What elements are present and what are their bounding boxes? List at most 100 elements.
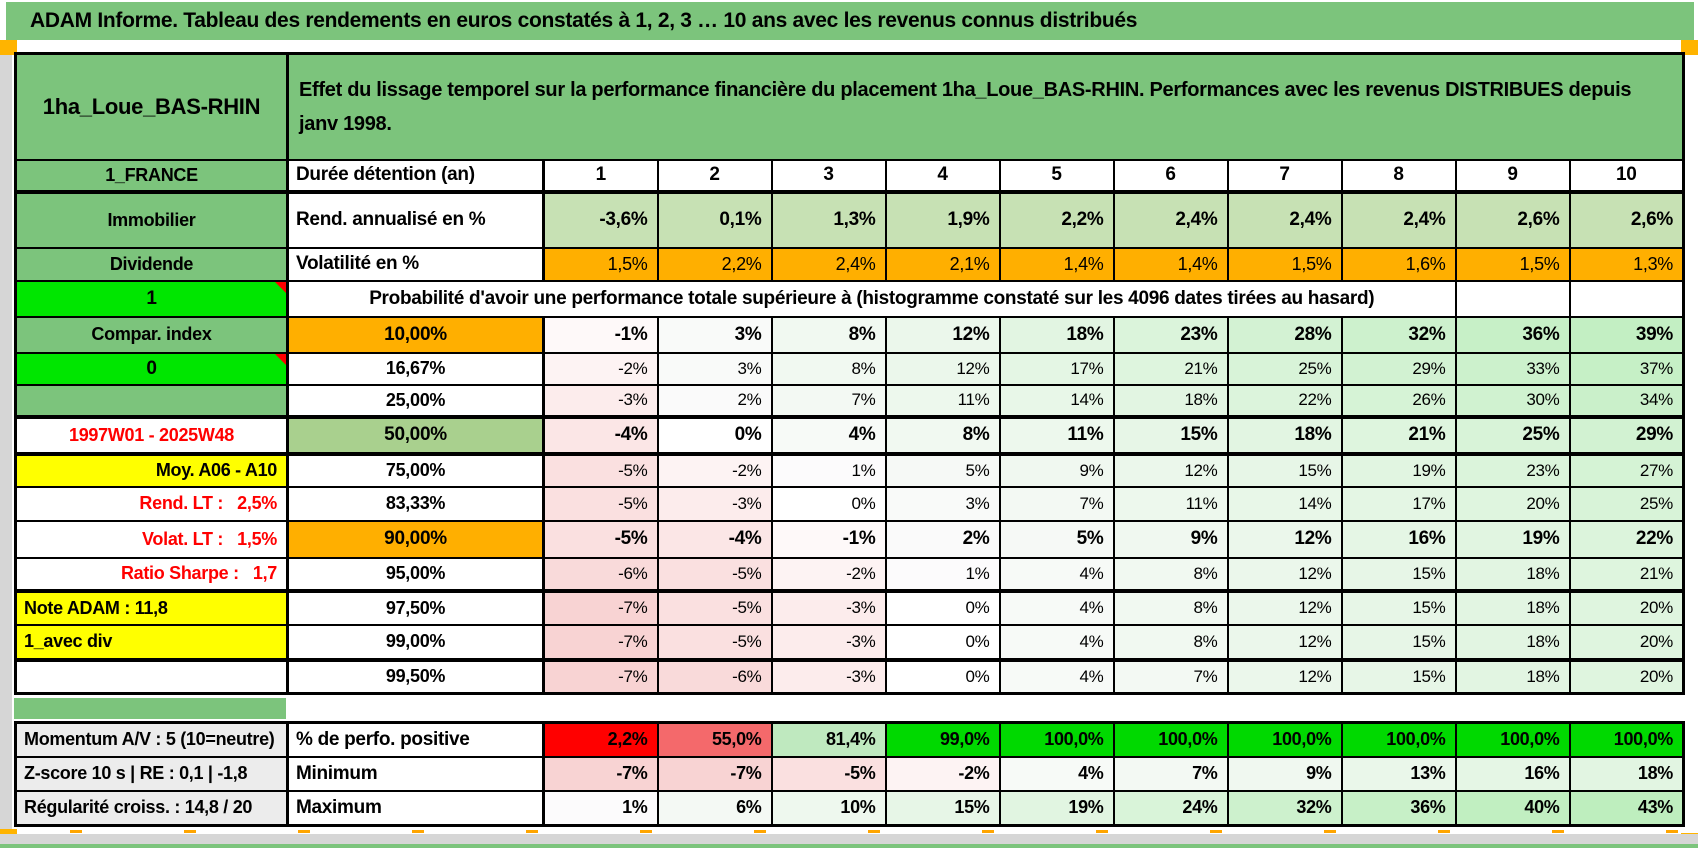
- percentile-value-3[interactable]: 8%: [770, 315, 887, 354]
- volatility-value-7[interactable]: 1,5%: [1226, 246, 1343, 282]
- duration-year-9[interactable]: 9: [1454, 158, 1571, 194]
- percentile-value-4[interactable]: 2%: [884, 519, 1001, 559]
- percentile-value-9[interactable]: 18%: [1454, 657, 1571, 695]
- left-label-row5[interactable]: Rend. LT : 2,5%: [14, 485, 289, 522]
- percentile-value-5[interactable]: 7%: [998, 485, 1115, 522]
- perfo-value-5[interactable]: 100,0%: [998, 721, 1115, 758]
- duration-year-4[interactable]: 4: [884, 158, 1001, 194]
- return-value-6[interactable]: 2,4%: [1112, 190, 1229, 249]
- return-value-4[interactable]: 1,9%: [884, 190, 1001, 249]
- percentile-label-cell[interactable]: 83,33%: [286, 485, 545, 522]
- percentile-value-3[interactable]: -2%: [770, 556, 887, 593]
- percentile-label-cell[interactable]: 50,00%: [286, 414, 545, 456]
- percentile-value-4[interactable]: 12%: [884, 351, 1001, 386]
- percentile-value-6[interactable]: 9%: [1112, 519, 1229, 559]
- maximum-value-8[interactable]: 36%: [1340, 789, 1457, 827]
- return-value-10[interactable]: 2,6%: [1568, 190, 1685, 249]
- minimum-value-4[interactable]: -2%: [884, 755, 1001, 792]
- percentile-value-5[interactable]: 18%: [998, 315, 1115, 354]
- percentile-value-1[interactable]: -6%: [542, 556, 659, 593]
- volatility-value-4[interactable]: 2,1%: [884, 246, 1001, 282]
- percentile-value-8[interactable]: 29%: [1340, 351, 1457, 386]
- percentile-value-10[interactable]: 34%: [1568, 383, 1685, 418]
- maximum-value-3[interactable]: 10%: [770, 789, 887, 827]
- percentile-value-7[interactable]: 15%: [1226, 452, 1343, 488]
- percentile-value-7[interactable]: 12%: [1226, 623, 1343, 661]
- percentile-value-4[interactable]: 0%: [884, 657, 1001, 695]
- maximum-value-10[interactable]: 43%: [1568, 789, 1685, 827]
- percentile-value-7[interactable]: 12%: [1226, 589, 1343, 626]
- percentile-value-10[interactable]: 22%: [1568, 519, 1685, 559]
- minimum-value-10[interactable]: 18%: [1568, 755, 1685, 792]
- percentile-value-8[interactable]: 32%: [1340, 315, 1457, 354]
- volatility-value-3[interactable]: 2,4%: [770, 246, 887, 282]
- percentile-value-1[interactable]: -7%: [542, 657, 659, 695]
- left-label-row2[interactable]: [14, 383, 289, 418]
- percentile-label-cell[interactable]: 99,50%: [286, 657, 545, 695]
- return-value-7[interactable]: 2,4%: [1226, 190, 1343, 249]
- percentile-value-7[interactable]: 12%: [1226, 657, 1343, 695]
- minimum-label-cell[interactable]: Minimum: [286, 755, 545, 792]
- percentile-value-1[interactable]: -5%: [542, 485, 659, 522]
- perfo-value-3[interactable]: 81,4%: [770, 721, 887, 758]
- left-label-immobilier[interactable]: Immobilier: [14, 190, 289, 249]
- percentile-value-2[interactable]: -5%: [656, 623, 773, 661]
- return-value-8[interactable]: 2,4%: [1340, 190, 1457, 249]
- return-value-1[interactable]: -3,6%: [542, 190, 659, 249]
- return-value-3[interactable]: 1,3%: [770, 190, 887, 249]
- duration-label-cell[interactable]: Durée détention (an): [286, 158, 545, 194]
- percentile-value-8[interactable]: 26%: [1340, 383, 1457, 418]
- minimum-value-6[interactable]: 7%: [1112, 755, 1229, 792]
- maximum-value-1[interactable]: 1%: [542, 789, 659, 827]
- percentile-value-5[interactable]: 4%: [998, 623, 1115, 661]
- percentile-value-7[interactable]: 28%: [1226, 315, 1343, 354]
- percentile-label-cell[interactable]: 95,00%: [286, 556, 545, 593]
- percentile-value-7[interactable]: 22%: [1226, 383, 1343, 418]
- left-label-row10[interactable]: [14, 657, 289, 695]
- regularity-label-cell[interactable]: Régularité croiss. : 14,8 / 20: [14, 789, 289, 827]
- percentile-value-3[interactable]: 0%: [770, 485, 887, 522]
- percentile-value-3[interactable]: -3%: [770, 589, 887, 626]
- percentile-value-8[interactable]: 16%: [1340, 519, 1457, 559]
- percentile-value-1[interactable]: -7%: [542, 589, 659, 626]
- percentile-value-2[interactable]: -6%: [656, 657, 773, 695]
- percentile-label-cell[interactable]: 16,67%: [286, 351, 545, 386]
- maximum-value-9[interactable]: 40%: [1454, 789, 1571, 827]
- maximum-value-5[interactable]: 19%: [998, 789, 1115, 827]
- percentile-value-8[interactable]: 19%: [1340, 452, 1457, 488]
- duration-year-7[interactable]: 7: [1226, 158, 1343, 194]
- percentile-value-10[interactable]: 21%: [1568, 556, 1685, 593]
- percentile-value-4[interactable]: 0%: [884, 589, 1001, 626]
- percentile-value-4[interactable]: 11%: [884, 383, 1001, 418]
- duration-year-8[interactable]: 8: [1340, 158, 1457, 194]
- duration-year-6[interactable]: 6: [1112, 158, 1229, 194]
- volatility-value-2[interactable]: 2,2%: [656, 246, 773, 282]
- maximum-value-2[interactable]: 6%: [656, 789, 773, 827]
- percentile-value-9[interactable]: 18%: [1454, 556, 1571, 593]
- left-label-row8[interactable]: Note ADAM : 11,8: [14, 589, 289, 626]
- percentile-value-4[interactable]: 1%: [884, 556, 1001, 593]
- percentile-value-7[interactable]: 18%: [1226, 414, 1343, 456]
- percentile-value-7[interactable]: 12%: [1226, 519, 1343, 559]
- empty-cell-col10[interactable]: [1568, 279, 1685, 318]
- minimum-value-2[interactable]: -7%: [656, 755, 773, 792]
- percentile-value-6[interactable]: 7%: [1112, 657, 1229, 695]
- percentile-value-2[interactable]: -5%: [656, 589, 773, 626]
- percentile-value-2[interactable]: -2%: [656, 452, 773, 488]
- minimum-value-3[interactable]: -5%: [770, 755, 887, 792]
- minimum-value-8[interactable]: 13%: [1340, 755, 1457, 792]
- percentile-value-5[interactable]: 4%: [998, 556, 1115, 593]
- volatility-label-cell[interactable]: Volatilité en %: [286, 246, 545, 282]
- asset-name-cell[interactable]: 1ha_Loue_BAS-RHIN: [14, 52, 289, 161]
- percentile-value-1[interactable]: -2%: [542, 351, 659, 386]
- maximum-value-7[interactable]: 32%: [1226, 789, 1343, 827]
- duration-year-1[interactable]: 1: [542, 158, 659, 194]
- percentile-value-2[interactable]: -3%: [656, 485, 773, 522]
- perfo-value-6[interactable]: 100,0%: [1112, 721, 1229, 758]
- volatility-value-6[interactable]: 1,4%: [1112, 246, 1229, 282]
- percentile-value-1[interactable]: -7%: [542, 623, 659, 661]
- percentile-value-8[interactable]: 15%: [1340, 623, 1457, 661]
- percentile-value-3[interactable]: 4%: [770, 414, 887, 456]
- left-label-row1[interactable]: 0: [14, 351, 289, 386]
- perfo-positive-label-cell[interactable]: % de perfo. positive: [286, 721, 545, 758]
